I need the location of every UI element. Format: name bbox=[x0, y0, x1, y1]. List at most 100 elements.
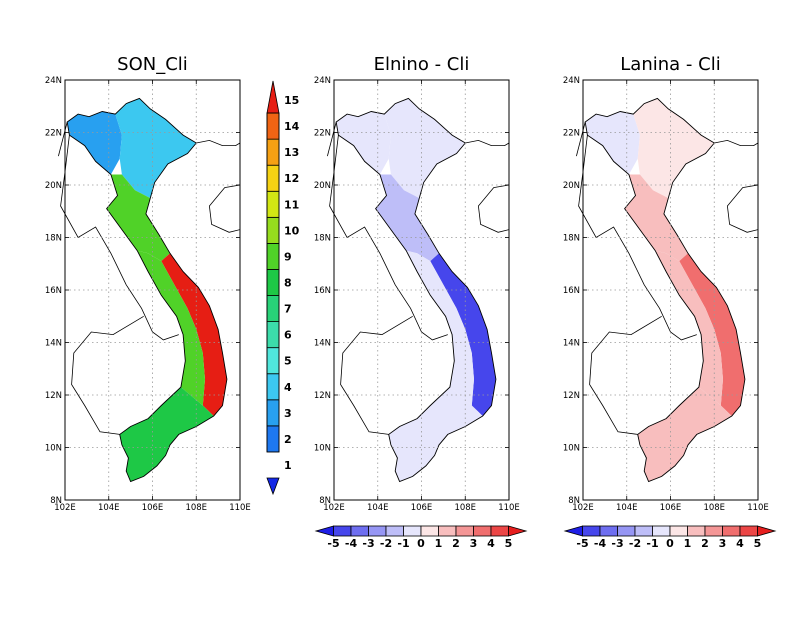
colorbar-label: 3 bbox=[284, 407, 292, 420]
colorbar-label: 6 bbox=[284, 329, 292, 342]
y-tick-label: 14N bbox=[45, 339, 62, 349]
colorbar-label: -5 bbox=[327, 537, 339, 550]
colorbar-label: 5 bbox=[284, 355, 292, 368]
y-tick-label: 24N bbox=[563, 76, 580, 86]
y-tick-label: 22N bbox=[314, 129, 331, 139]
x-tick-label: 102E bbox=[572, 503, 594, 513]
colorbar-box bbox=[722, 525, 741, 537]
border-line bbox=[71, 315, 144, 435]
x-tick-label: 108E bbox=[454, 503, 476, 513]
colorbar-box bbox=[490, 525, 509, 537]
y-tick-label: 14N bbox=[314, 339, 331, 349]
colorbar-label: 5 bbox=[754, 537, 762, 550]
colorbar-box bbox=[266, 112, 280, 140]
colorbar-box bbox=[266, 425, 280, 453]
border-line bbox=[578, 135, 697, 341]
y-tick-label: 18N bbox=[563, 234, 580, 244]
colorbar-box bbox=[266, 269, 280, 296]
colorbar-box bbox=[669, 525, 688, 537]
colorbar-max-arrow bbox=[266, 80, 280, 114]
colorbar-max-arrow bbox=[508, 525, 528, 537]
x-tick-label: 104E bbox=[367, 503, 389, 513]
colorbar-box bbox=[455, 525, 474, 537]
border-line bbox=[327, 121, 337, 157]
y-tick-label: 16N bbox=[563, 286, 580, 296]
colorbar-label: -3 bbox=[362, 537, 374, 550]
border-line bbox=[60, 135, 179, 341]
vietnam-outline bbox=[335, 97, 497, 483]
region-south bbox=[119, 387, 214, 482]
colorbar-label: 12 bbox=[284, 172, 299, 185]
colorbar-box bbox=[266, 373, 280, 401]
colorbar-label: 10 bbox=[284, 224, 300, 237]
region-red-river-delta bbox=[384, 98, 466, 199]
colorbar-label: -2 bbox=[380, 537, 392, 550]
region-central-highlands bbox=[655, 250, 723, 406]
y-tick-label: 22N bbox=[563, 129, 580, 139]
colorbar-box bbox=[438, 525, 457, 537]
region-south bbox=[637, 387, 732, 482]
y-tick-label: 10N bbox=[45, 444, 62, 454]
colorbar-box bbox=[582, 525, 601, 537]
y-tick-label: 10N bbox=[563, 444, 580, 454]
x-tick-label: 106E bbox=[142, 503, 164, 513]
colorbar-box bbox=[266, 295, 280, 322]
colorbar-box bbox=[350, 525, 369, 537]
colorbar-label: 3 bbox=[470, 537, 478, 550]
colorbar-min-arrow bbox=[563, 525, 583, 537]
colorbar-box bbox=[266, 399, 280, 427]
colorbar-box bbox=[704, 525, 723, 537]
colorbar-box bbox=[599, 525, 618, 537]
x-tick-label: 108E bbox=[185, 503, 207, 513]
colorbar-label: 4 bbox=[487, 537, 495, 550]
region-central-coast bbox=[679, 253, 745, 416]
border-line bbox=[589, 315, 662, 435]
y-tick-label: 14N bbox=[563, 339, 580, 349]
colorbar-label: -2 bbox=[629, 537, 641, 550]
colorbar-box bbox=[385, 525, 404, 537]
border-line bbox=[329, 135, 448, 341]
y-tick-label: 20N bbox=[314, 181, 331, 191]
region-south bbox=[388, 387, 483, 482]
colorbar-label: 4 bbox=[284, 381, 292, 394]
y-tick-label: 16N bbox=[45, 286, 62, 296]
x-tick-label: 108E bbox=[703, 503, 725, 513]
colorbar-label: -3 bbox=[611, 537, 623, 550]
colorbar-box bbox=[652, 525, 671, 537]
y-tick-label: 18N bbox=[45, 234, 62, 244]
region-central-highlands bbox=[406, 250, 474, 406]
colorbar-label: 13 bbox=[284, 146, 299, 159]
colorbar-label: 1 bbox=[684, 537, 692, 550]
region-north-central-coast bbox=[624, 174, 688, 262]
region-north-central-coast bbox=[375, 174, 439, 262]
colorbar-horizontal: -5 -4 -3 -2 -1 0 1 2 3 4 5 bbox=[563, 525, 777, 550]
y-tick-label: 12N bbox=[314, 391, 331, 401]
colorbar-label: 1 bbox=[435, 537, 443, 550]
colorbar-label: 0 bbox=[417, 537, 425, 550]
china-coast bbox=[714, 139, 759, 147]
x-tick-label: 104E bbox=[98, 503, 120, 513]
vietnam-outline bbox=[66, 97, 228, 483]
y-tick-label: 8N bbox=[50, 496, 62, 506]
y-tick-label: 10N bbox=[314, 444, 331, 454]
y-tick-label: 20N bbox=[45, 181, 62, 191]
colorbar-box bbox=[368, 525, 387, 537]
x-tick-label: 104E bbox=[616, 503, 638, 513]
region-red-river-delta bbox=[115, 98, 197, 199]
x-tick-label: 110E bbox=[229, 503, 251, 513]
x-tick-label: 102E bbox=[54, 503, 76, 513]
border-line bbox=[340, 315, 413, 435]
colorbar-label: -5 bbox=[576, 537, 588, 550]
map-panel-3: Lanina - Cli 102E 104E 106E 108E 110E 8N 10N 12N… bbox=[563, 54, 777, 550]
region-northwest-highlands bbox=[336, 111, 391, 175]
x-tick-label: 106E bbox=[660, 503, 682, 513]
x-tick-label: 102E bbox=[323, 503, 345, 513]
colorbar-horizontal: -5 -4 -3 -2 -1 0 1 2 3 4 5 bbox=[314, 525, 528, 550]
y-tick-label: 20N bbox=[563, 181, 580, 191]
colorbar-label: -1 bbox=[397, 537, 409, 550]
x-tick-label: 106E bbox=[411, 503, 433, 513]
colorbar-box bbox=[266, 138, 280, 166]
colorbar-label: 4 bbox=[736, 537, 744, 550]
region-northwest-highlands bbox=[585, 111, 640, 175]
